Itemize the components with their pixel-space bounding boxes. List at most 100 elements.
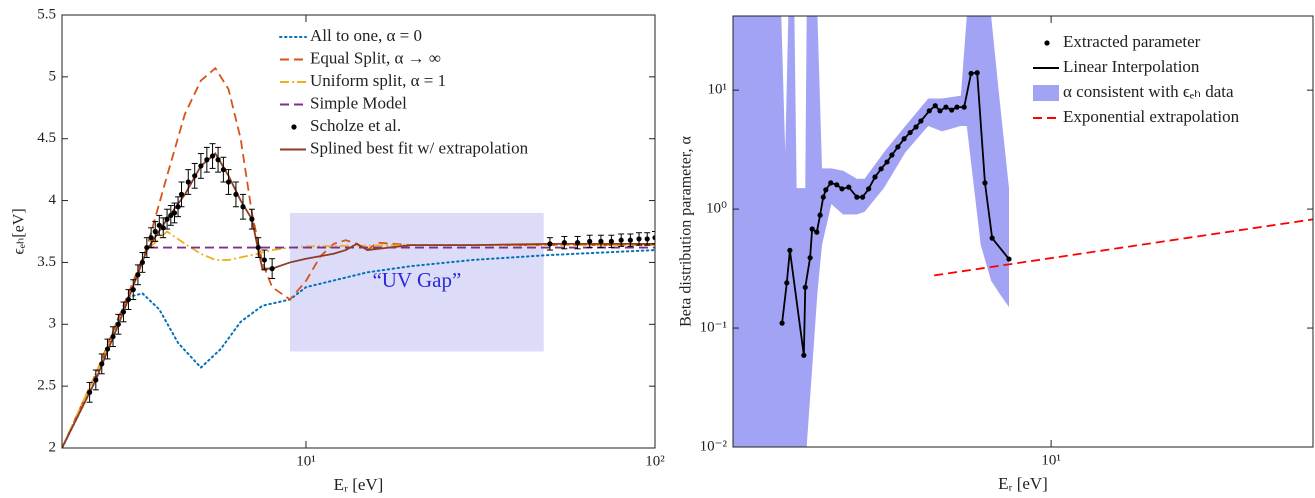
legend-label: α consistent with ϵₑₕ data: [1063, 82, 1234, 101]
y-tick-label: 2.5: [37, 378, 56, 394]
x-axis-label: Eᵣ [eV]: [998, 474, 1048, 493]
data-point: [115, 321, 121, 327]
data-point: [120, 309, 127, 315]
data-point: [240, 204, 246, 210]
data-point: [817, 212, 823, 218]
legend-entry: α consistent with ϵₑₕ data: [1033, 82, 1234, 101]
data-point: [784, 280, 790, 286]
legend-entry: Uniform split, α = 1: [280, 71, 446, 90]
data-point: [130, 287, 136, 293]
data-point: [884, 159, 890, 165]
x-tick-label: 10¹: [296, 453, 316, 469]
data-point: [598, 238, 604, 244]
legend-label: Simple Model: [310, 93, 407, 112]
data-point: [878, 166, 884, 172]
data-point: [846, 184, 852, 190]
y-tick-label: 10⁻²: [700, 438, 728, 454]
legend-label: Scholze et al.: [310, 116, 401, 135]
data-point: [574, 240, 581, 246]
data-point: [144, 244, 150, 251]
plot-area: [733, 16, 1313, 447]
legend-label: Exponential extrapolation: [1063, 107, 1240, 126]
data-point: [901, 136, 907, 142]
data-point: [866, 186, 872, 192]
data-point: [937, 108, 943, 114]
legend-entry: Extracted parameter: [1044, 32, 1201, 51]
data-point: [160, 225, 166, 231]
data-point: [809, 226, 815, 232]
data-point: [608, 238, 614, 244]
legend-entry: Splined best fit w/ extrapolation: [280, 138, 529, 157]
legend-swatch: [291, 124, 297, 130]
data-point: [968, 70, 974, 77]
data-point: [168, 212, 174, 219]
y-tick-label: 10¹: [708, 82, 728, 98]
legend-entry: Linear Interpolation: [1033, 57, 1200, 76]
data-point: [204, 157, 210, 163]
legend-swatch: [1033, 85, 1059, 101]
data-point: [860, 194, 866, 200]
data-point: [249, 216, 255, 222]
data-point: [918, 118, 924, 124]
data-point: [961, 104, 967, 110]
axes-frame: [61, 14, 656, 449]
data-point: [854, 194, 860, 200]
data-point: [255, 244, 261, 251]
data-point: [823, 187, 829, 193]
data-point: [954, 104, 960, 110]
legend-entry: Exponential extrapolation: [1033, 107, 1240, 126]
data-point: [215, 157, 221, 163]
data-point: [198, 163, 204, 169]
legend-entry: All to one, α = 0: [279, 26, 422, 45]
annotation-region: [289, 212, 544, 352]
data-point: [820, 194, 826, 200]
data-point: [547, 241, 553, 247]
plot-area: [62, 66, 655, 448]
data-point: [982, 180, 988, 186]
data-point: [164, 216, 170, 222]
legend-label: Linear Interpolation: [1063, 57, 1200, 76]
y-tick-label: 10⁻¹: [700, 319, 727, 335]
data-point: [587, 238, 593, 244]
data-point: [135, 272, 141, 278]
y-axis-label: ϵₑₕ[eV]: [11, 208, 28, 254]
data-point: [779, 320, 785, 326]
data-point: [895, 144, 901, 150]
y-tick-label: 5.5: [37, 6, 56, 22]
legend-label: Uniform split, α = 1: [310, 71, 446, 90]
data-point: [1006, 256, 1012, 262]
band: [733, 16, 1009, 447]
data-point: [787, 247, 793, 253]
legend-label: Equal Split, α → ∞: [310, 48, 441, 67]
annotation-text: “UV Gap”: [372, 268, 461, 292]
data-point: [225, 179, 232, 185]
data-point: [125, 296, 132, 303]
error-bar: [652, 231, 655, 245]
data-point: [652, 235, 655, 241]
data-point: [949, 107, 955, 113]
x-tick-label: 10²: [645, 453, 665, 469]
data-point: [99, 361, 105, 367]
x-tick-label: 10¹: [1041, 452, 1061, 468]
data-point: [110, 334, 116, 340]
y-tick-label: 4.5: [37, 130, 56, 146]
data-point: [636, 236, 642, 242]
data-point: [87, 389, 93, 395]
y-tick-label: 2: [49, 439, 57, 455]
data-point: [872, 174, 878, 180]
data-point: [802, 284, 808, 290]
data-point: [171, 210, 178, 216]
x-axis-label: Eᵣ [eV]: [334, 475, 384, 494]
data-point: [148, 235, 154, 241]
data-point: [561, 240, 567, 246]
data-point: [807, 255, 813, 261]
legend-label: All to one, α = 0: [310, 26, 422, 45]
data-point: [828, 180, 834, 186]
data-point: [209, 153, 216, 159]
data-point: [889, 152, 895, 158]
data-point: [185, 179, 191, 185]
data-point: [178, 191, 185, 197]
data-point: [839, 186, 845, 192]
y-tick-label: 4: [49, 192, 57, 208]
legend-label: Extracted parameter: [1063, 32, 1201, 51]
